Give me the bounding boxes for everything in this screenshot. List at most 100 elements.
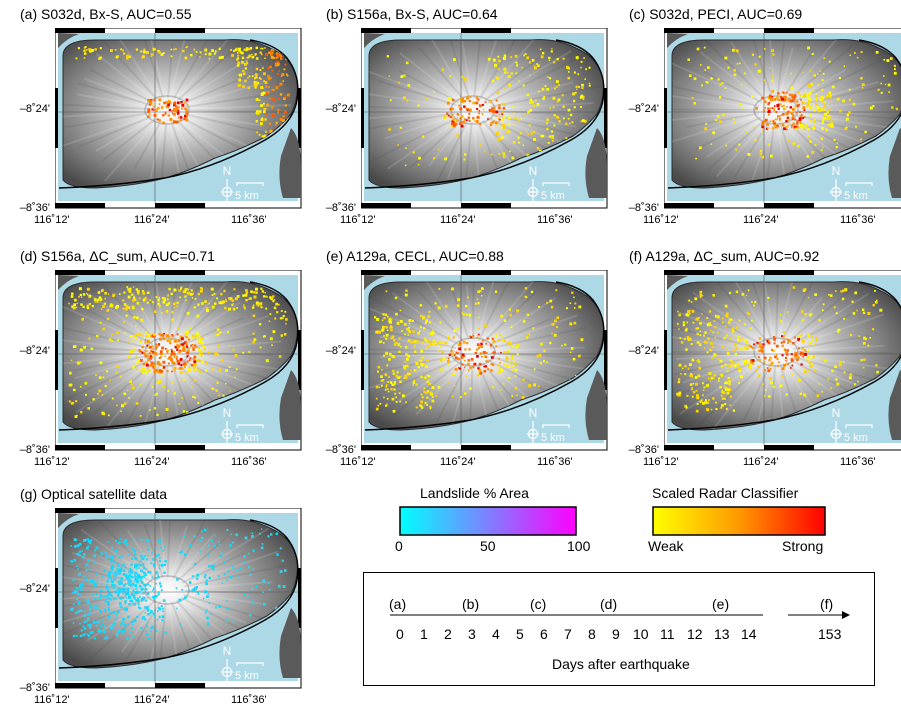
data-point [120,623,123,626]
data-point [698,341,700,344]
data-point [712,397,715,400]
data-point [231,304,234,306]
data-point [750,319,753,322]
data-point [247,86,250,90]
data-point [464,348,467,351]
data-point [580,338,584,342]
data-point [100,308,103,310]
data-point [561,344,563,347]
data-point [796,120,799,123]
data-point [569,351,572,354]
data-point [144,630,147,633]
data-point [156,618,159,621]
data-point [80,588,83,592]
data-point [146,607,149,610]
data-point [794,105,797,108]
data-point [412,384,415,386]
data-point [510,72,513,75]
data-point [126,54,129,58]
data-point [840,290,843,293]
data-point [380,379,383,382]
data-point [239,567,242,570]
data-point [182,49,185,53]
data-point [124,593,127,596]
data-point [689,309,691,312]
data-point [265,307,268,310]
data-point [691,310,695,313]
data-point [791,359,794,363]
data-point [79,348,83,352]
relief-ridge [482,290,537,343]
data-point [249,573,252,576]
data-point [682,323,686,327]
data-point [781,354,784,357]
data-point [556,80,559,83]
data-point [749,366,752,369]
data-point [114,570,117,573]
data-point [724,304,728,308]
data-point [791,96,794,99]
data-point [725,347,727,350]
north-label: N [223,406,232,420]
data-point [153,310,157,313]
data-point [460,356,463,358]
data-point [152,108,155,111]
data-point [803,94,806,97]
data-point [260,122,263,126]
data-point [95,606,99,610]
data-point [272,300,275,303]
data-point [710,329,712,332]
data-point [400,345,402,348]
data-point [180,371,183,375]
data-point [168,108,171,112]
data-point [526,153,530,157]
data-point [450,352,453,355]
data-point [719,83,722,86]
data-point [144,606,147,609]
data-point [177,113,179,116]
data-point [874,290,876,292]
data-point [408,319,412,322]
data-point [789,99,793,103]
data-point [556,100,559,103]
data-point [776,118,779,120]
data-point [93,298,97,301]
data-point [178,344,181,347]
data-point [728,291,732,295]
frame-bar [664,28,714,33]
data-point [78,600,81,603]
data-point [568,122,571,125]
data-point [177,339,180,343]
relief-ridge [170,363,192,416]
data-point [70,295,74,298]
data-point [122,588,126,592]
data-point [194,335,197,338]
data-point [786,349,789,352]
data-point [547,141,550,145]
data-point [735,347,739,350]
data-point [511,365,514,367]
data-point [467,359,471,362]
relief-ridge [180,116,253,156]
data-point [434,343,438,346]
data-point [763,361,766,363]
data-point [177,109,180,112]
relief-ridge [184,353,287,372]
data-point [893,71,897,75]
data-point [828,294,830,296]
data-point [495,110,499,114]
data-point [188,367,191,370]
data-point [175,120,179,124]
data-point [136,290,140,293]
data-point [139,339,142,342]
data-point [243,304,245,306]
data-point [158,296,160,299]
data-point [162,121,165,125]
data-point [522,84,525,87]
data-point [798,336,800,339]
lon-label: 116˚36' [231,456,267,468]
data-point [167,349,170,352]
data-point [197,292,200,296]
data-point [800,123,803,125]
data-point [483,355,486,357]
